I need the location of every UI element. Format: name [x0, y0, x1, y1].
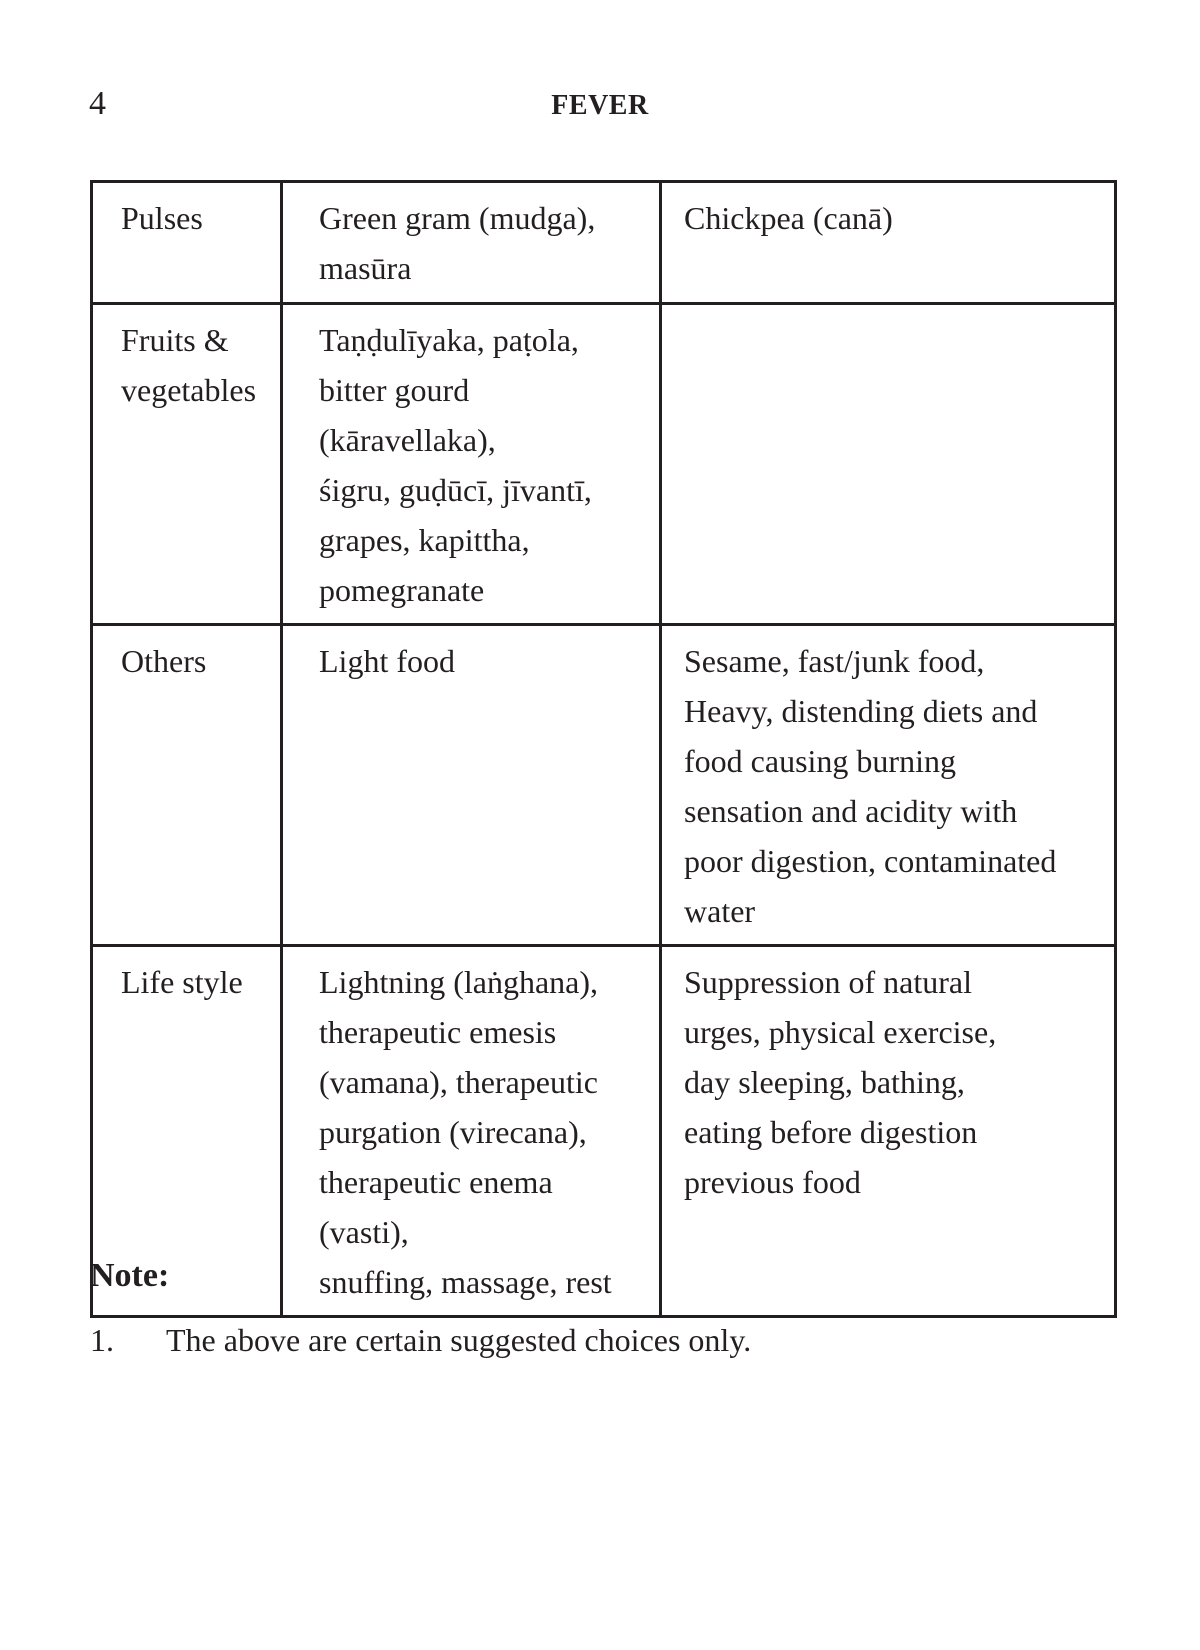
table-cell	[659, 302, 1117, 626]
category-cell: Fruits & vegetables	[90, 302, 283, 626]
table-cell: Suppression of natural urges, physical e…	[659, 944, 1117, 1318]
table-cell: Sesame, fast/junk food, Heavy, distendin…	[659, 623, 1117, 947]
table-cell: Lightning (laṅghana), therapeutic emesis…	[280, 944, 662, 1318]
page-number: 4	[89, 85, 106, 122]
table-row: Life style Lightning (laṅghana), therape…	[90, 944, 1117, 1318]
running-title: FEVER	[551, 90, 649, 121]
table-cell: Light food	[280, 623, 662, 947]
table-row: Fruits & vegetables Taṇḍulīyaka, paṭola,…	[90, 302, 1117, 626]
table-cell: Chickpea (canā)	[659, 180, 1117, 305]
category-cell: Life style	[90, 944, 283, 1318]
note-item-number: 1.	[90, 1322, 114, 1358]
category-cell: Others	[90, 623, 283, 947]
note-item-text: The above are certain suggested choices …	[166, 1322, 752, 1358]
table-cell: Taṇḍulīyaka, paṭola, bitter gourd (kārav…	[280, 302, 662, 626]
note-heading: Note:	[90, 1257, 170, 1294]
table-cell: Green gram (mudga), masūra	[280, 180, 662, 305]
diet-table: Pulses Green gram (mudga), masūra Chickp…	[90, 180, 1117, 1318]
category-cell: Pulses	[90, 180, 283, 305]
note-list-item: 1. The above are certain suggested choice…	[90, 1320, 751, 1360]
table-row: Others Light food Sesame, fast/junk food…	[90, 623, 1117, 947]
table-row: Pulses Green gram (mudga), masūra Chickp…	[90, 180, 1117, 305]
